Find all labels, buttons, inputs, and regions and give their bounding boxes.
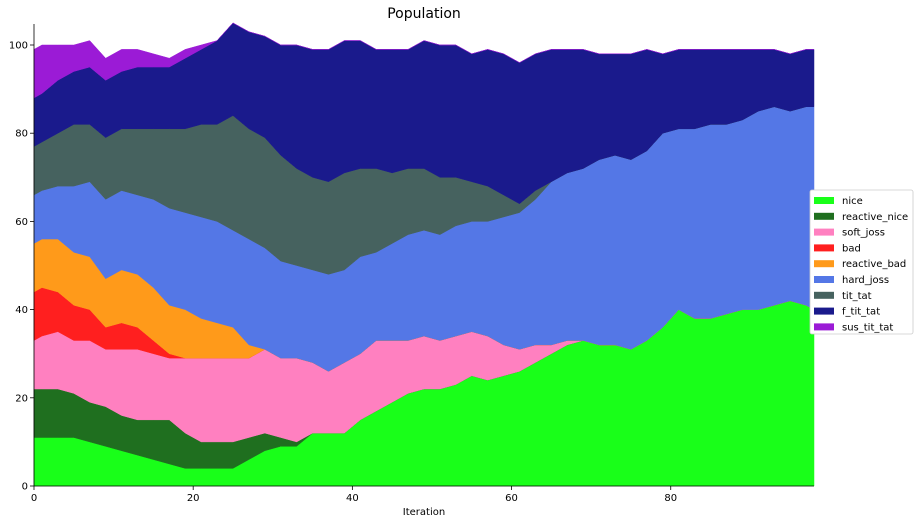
y-tick-label: 0 <box>22 482 28 493</box>
legend-label-f-tit-tat: f_tit_tat <box>842 307 880 318</box>
legend-label-hard-joss: hard_joss <box>842 275 889 286</box>
legend-swatch-f-tit-tat <box>814 307 834 315</box>
x-tick-label: 60 <box>505 493 518 504</box>
y-tick-label: 60 <box>15 217 28 228</box>
legend-label-tit-tat: tit_tat <box>842 291 872 302</box>
legend-frame <box>809 189 914 335</box>
y-ticks: 0 20 40 60 80 100 <box>9 41 34 493</box>
x-tick-label: 0 <box>31 493 37 504</box>
legend-swatch-bad <box>814 244 834 252</box>
legend-label-soft-joss: soft_joss <box>842 228 885 239</box>
legend-swatch-hard-joss <box>814 276 834 283</box>
chart-title: Population <box>387 6 461 22</box>
legend-swatch-reactive-bad <box>814 260 834 268</box>
axes <box>33 24 814 487</box>
y-tick-label: 80 <box>15 129 28 140</box>
legend-label-bad: bad <box>842 243 861 254</box>
y-tick-label: 20 <box>15 393 28 404</box>
legend-swatch-reactive-nice <box>814 212 834 220</box>
x-axis-label: Iteration <box>403 507 445 518</box>
legend-swatch-soft-joss <box>814 228 834 236</box>
area-sus-tit-tat <box>33 22 814 99</box>
x-ticks: 0 20 40 60 80 <box>31 486 677 504</box>
legend-swatch-sus-tit-tat <box>814 323 834 331</box>
legend-label-reactive-bad: reactive_bad <box>842 259 906 270</box>
legend-label-nice: nice <box>842 196 863 207</box>
x-tick-label: 20 <box>187 493 200 504</box>
x-tick-label: 40 <box>346 493 359 504</box>
legend-swatch-tit-tat <box>814 291 834 299</box>
stacked-areas <box>33 22 815 487</box>
legend-label-reactive-nice: reactive_nice <box>842 212 908 223</box>
y-tick-label: 40 <box>15 305 28 316</box>
legend-label-sus-tit-tat: sus_tit_tat <box>842 322 893 333</box>
legend-swatch-nice <box>814 197 834 204</box>
y-tick-label: 100 <box>9 41 28 52</box>
x-tick-label: 80 <box>664 493 677 504</box>
